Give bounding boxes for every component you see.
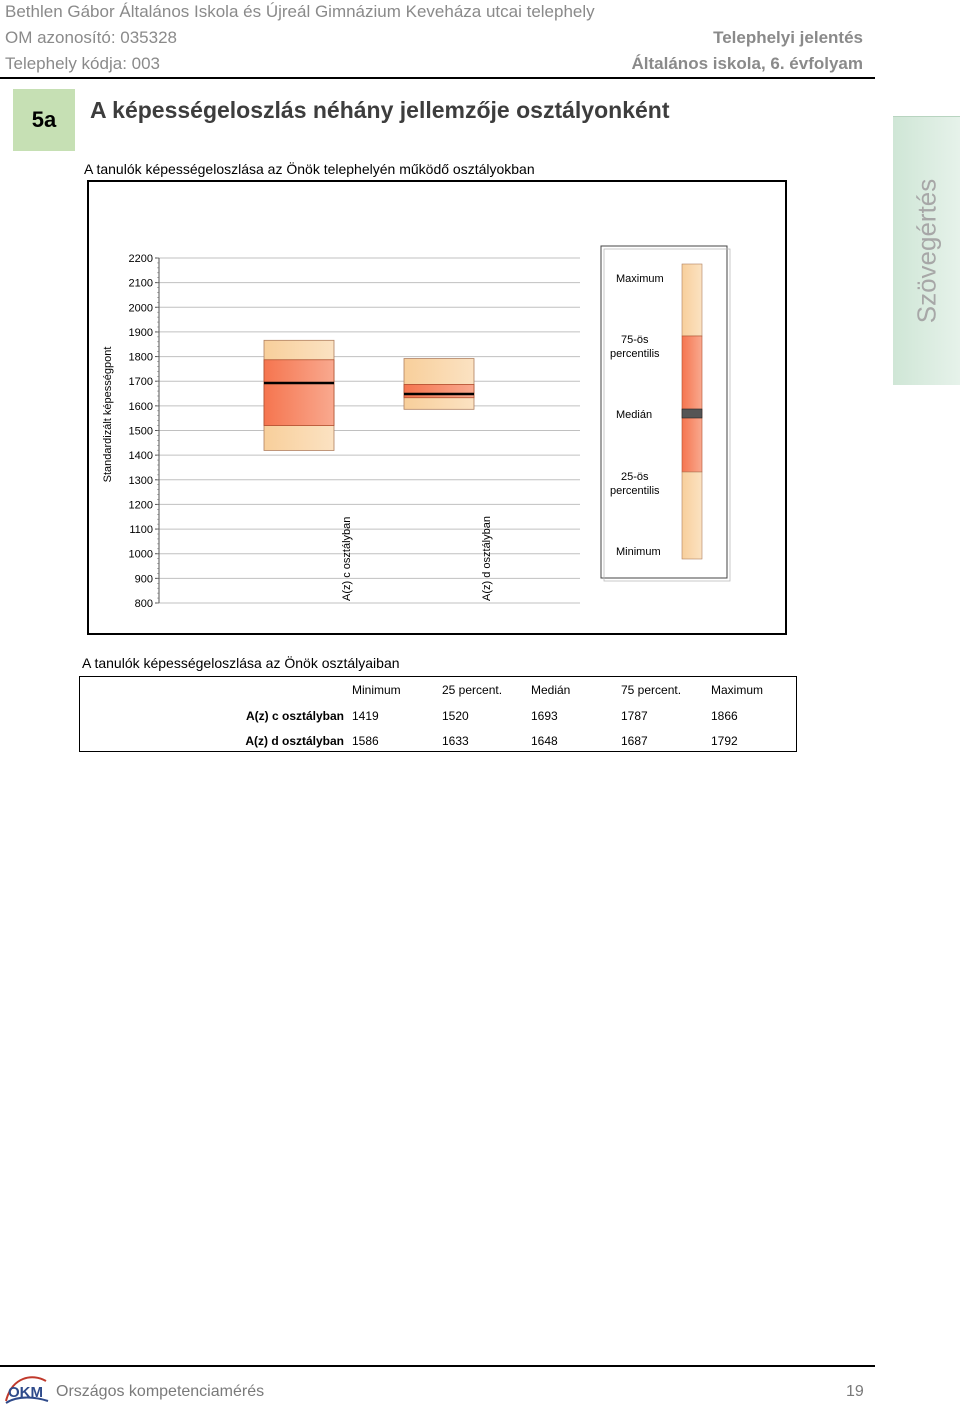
legend-iqr: [681, 335, 703, 473]
table-header: 75 percent.: [621, 683, 682, 697]
y-tick-label: 1500: [129, 426, 153, 438]
table-cell: 1792: [711, 734, 738, 748]
subject-label: Szövegértés: [911, 178, 941, 324]
y-tick-label: 800: [135, 598, 153, 610]
subject-side-tab[interactable]: Szövegértés: [893, 116, 960, 385]
legend-p75-label: percentilis: [610, 348, 660, 360]
table-cell: 1586: [352, 734, 379, 748]
table-cell: 1687: [621, 734, 648, 748]
report-type: Telephelyi jelentés: [713, 28, 863, 47]
legend-median: Medián: [616, 409, 652, 421]
y-axis-label: Standardizált képességpont: [102, 347, 114, 483]
okm-logo-icon: OKM: [5, 1376, 49, 1404]
y-tick-label: 1400: [129, 450, 153, 462]
legend-p75-label: 75-ös: [621, 334, 649, 346]
header-rule: [0, 77, 875, 79]
y-tick-label: 1100: [129, 524, 153, 536]
school-name: Bethlen Gábor Általános Iskola és Újreál…: [5, 2, 595, 21]
site-code: Telephely kódja: 003: [5, 54, 161, 73]
y-tick-label: 2200: [129, 253, 153, 265]
y-tick-label: 2100: [129, 278, 153, 290]
table-cell: 1419: [352, 709, 379, 723]
section-title: A képességeloszlás néhány jellemzője osz…: [90, 97, 670, 123]
legend-shadow: [603, 248, 731, 582]
y-tick-label: 1800: [129, 352, 153, 364]
interquartile-box: [403, 384, 475, 399]
table-header: 25 percent.: [442, 683, 503, 697]
y-tick-label: 2000: [129, 302, 153, 314]
y-tick-label: 1000: [129, 549, 153, 561]
table-row-label: A(z) c osztályban: [245, 709, 344, 723]
y-tick-label: 1700: [129, 376, 153, 388]
table-cell: 1633: [442, 734, 469, 748]
table-caption: A tanulók képességeloszlása az Önök oszt…: [82, 655, 400, 671]
table-cell: 1866: [711, 709, 738, 723]
chart-caption: A tanulók képességeloszlása az Önök tele…: [84, 161, 535, 177]
legend-lower-whisker: [681, 471, 703, 560]
table-header: Minimum: [352, 683, 401, 697]
legend-p25-label: percentilis: [610, 485, 660, 497]
section-number: 5a: [13, 89, 75, 151]
y-tick-label: 1900: [129, 327, 153, 339]
page-number: 19: [846, 1383, 864, 1400]
table-header: Medián: [531, 683, 571, 697]
table-cell: 1693: [531, 709, 558, 723]
footer-text: Országos kompetenciamérés: [56, 1383, 265, 1400]
whisker-range-box: [403, 358, 475, 410]
table-row-label: A(z) d osztályban: [245, 734, 344, 748]
table-cell: 1648: [531, 734, 558, 748]
y-tick-label: 1600: [129, 401, 153, 413]
legend-maximum: Maximum: [616, 273, 664, 285]
x-category-label: A(z) c osztályban: [341, 517, 353, 601]
boxplot-chart: 2200 2100 2000 1900 1800 1700 1600 1500 1400 1300…: [102, 245, 731, 610]
legend-median-marker: [681, 408, 703, 419]
table-cell: 1520: [442, 709, 469, 723]
legend-box: [600, 245, 728, 579]
distribution-table: Minimum 25 percent. Medián 75 percent. M…: [79, 676, 797, 752]
footer-rule: [0, 1365, 875, 1367]
om-id: OM azonosító: 035328: [5, 28, 178, 47]
x-category-label: A(z) d osztályban: [481, 516, 493, 601]
boxplot-chart-frame: 2200 2100 2000 1900 1800 1700 1600 1500 1400 1300…: [87, 180, 787, 635]
logo-text: OKM: [8, 1384, 43, 1401]
legend-minimum: Minimum: [616, 546, 661, 558]
y-tick-label: 900: [135, 573, 153, 585]
interquartile-box: [263, 359, 335, 426]
y-tick-label: 1300: [129, 475, 153, 487]
grade-level: Általános iskola, 6. évfolyam: [631, 54, 863, 73]
table-cell: 1787: [621, 709, 648, 723]
table-header: Maximum: [711, 683, 764, 697]
legend-p25-label: 25-ös: [621, 471, 649, 483]
y-tick-label: 1200: [129, 499, 153, 511]
legend-upper-whisker: [681, 263, 703, 337]
